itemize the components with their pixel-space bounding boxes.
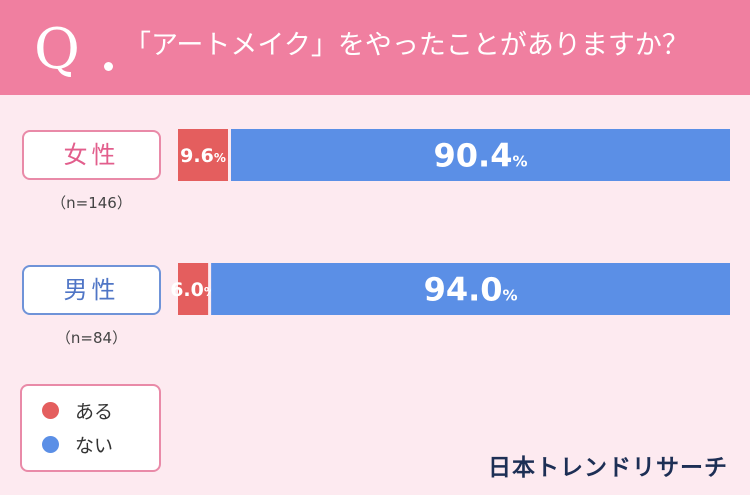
- question-title: 「アートメイク」をやったことがありますか？: [124, 30, 689, 61]
- data-label-aru-0: 9.6%: [180, 145, 226, 167]
- bar-segment-aru-1: [178, 263, 209, 315]
- legend: ある ない: [20, 384, 161, 472]
- data-label-aru-1: 6.0%: [170, 279, 216, 301]
- brand-logo: 日本トレンドリサーチ: [488, 455, 728, 481]
- sample-size-male: （n=84）: [55, 329, 128, 347]
- group-label-male: 男性: [22, 265, 161, 315]
- bar-segment-nai-0: [230, 129, 730, 181]
- sample-size-female: （n=146）: [51, 194, 132, 212]
- group-label-female: 女性: [22, 130, 161, 180]
- bar-segment-nai-1: [211, 263, 730, 315]
- header-banner: Q 「アートメイク」をやったことがありますか？: [0, 0, 750, 95]
- legend-swatch-nai: [42, 435, 59, 453]
- legend-label-nai: ない: [75, 434, 114, 457]
- q-mark: Q: [34, 17, 80, 82]
- legend-item-nai: ない: [42, 432, 114, 457]
- legend-label-aru: ある: [75, 400, 114, 423]
- legend-item-aru: ある: [42, 398, 114, 423]
- data-label-nai-1: 94.0%: [424, 271, 518, 309]
- data-label-nai-0: 90.4%: [434, 137, 528, 175]
- q-dot: [104, 62, 113, 71]
- bar-segment-aru-0: [178, 129, 228, 181]
- legend-swatch-aru: [42, 401, 59, 419]
